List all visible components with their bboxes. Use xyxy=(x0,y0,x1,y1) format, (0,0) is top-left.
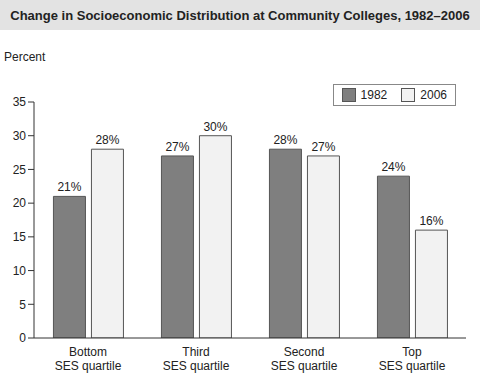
svg-text:28%: 28% xyxy=(95,133,119,147)
svg-text:30: 30 xyxy=(13,129,27,143)
svg-text:27%: 27% xyxy=(165,140,189,154)
svg-text:Second: Second xyxy=(284,345,325,359)
html-text:Percent: Percent xyxy=(4,50,46,64)
html-text:Change in Socioeconomic Distri: Change in Socioeconomic Distribution at … xyxy=(10,7,470,23)
svg-text:24%: 24% xyxy=(381,160,405,174)
svg-text:SES quartile: SES quartile xyxy=(271,359,338,373)
svg-text:27%: 27% xyxy=(311,140,335,154)
svg-text:Bottom: Bottom xyxy=(69,345,107,359)
svg-text:0: 0 xyxy=(19,331,26,345)
svg-text:16%: 16% xyxy=(419,214,443,228)
svg-text:SES quartile: SES quartile xyxy=(379,359,446,373)
svg-text:Top: Top xyxy=(402,345,422,359)
svg-text:20: 20 xyxy=(13,196,27,210)
html-text:1982: 1982 xyxy=(360,88,388,102)
svg-text:21%: 21% xyxy=(57,180,81,194)
svg-text:35: 35 xyxy=(13,95,27,109)
svg-text:15: 15 xyxy=(13,230,27,244)
svg-text:Third: Third xyxy=(182,345,209,359)
svg-text:SES quartile: SES quartile xyxy=(55,359,122,373)
svg-text:25: 25 xyxy=(13,163,27,177)
svg-text:10: 10 xyxy=(13,264,27,278)
html-text:2006: 2006 xyxy=(420,88,447,102)
svg-text:SES quartile: SES quartile xyxy=(163,359,230,373)
svg-text:30%: 30% xyxy=(203,120,227,134)
svg-text:5: 5 xyxy=(19,298,26,312)
svg-text:28%: 28% xyxy=(273,133,297,147)
